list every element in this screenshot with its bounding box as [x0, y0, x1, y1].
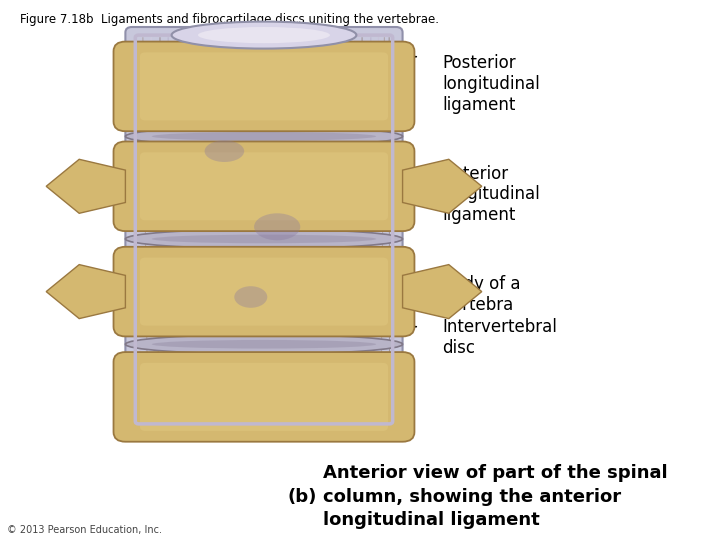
Text: Body of a
vertebra: Body of a vertebra — [442, 275, 521, 314]
Ellipse shape — [254, 213, 300, 240]
Text: (b): (b) — [287, 488, 317, 506]
FancyBboxPatch shape — [140, 52, 388, 120]
Ellipse shape — [125, 126, 402, 146]
Ellipse shape — [234, 286, 267, 308]
Text: Intervertebral
disc: Intervertebral disc — [442, 318, 557, 357]
Ellipse shape — [152, 132, 376, 140]
Text: Anterior view of part of the spinal
column, showing the anterior
longitudinal li: Anterior view of part of the spinal colu… — [323, 464, 668, 529]
Ellipse shape — [198, 27, 330, 43]
FancyBboxPatch shape — [140, 363, 388, 431]
FancyBboxPatch shape — [114, 42, 415, 131]
Text: Posterior
longitudinal
ligament: Posterior longitudinal ligament — [442, 54, 540, 113]
Ellipse shape — [171, 22, 356, 49]
Polygon shape — [402, 265, 482, 319]
Ellipse shape — [125, 334, 402, 354]
Polygon shape — [46, 265, 125, 319]
FancyBboxPatch shape — [140, 258, 388, 326]
FancyBboxPatch shape — [125, 27, 402, 432]
FancyBboxPatch shape — [140, 152, 388, 220]
Ellipse shape — [204, 140, 244, 162]
FancyBboxPatch shape — [114, 141, 415, 231]
Text: Anterior
longitudinal
ligament: Anterior longitudinal ligament — [442, 165, 540, 224]
FancyBboxPatch shape — [114, 247, 415, 336]
Text: Figure 7.18b  Ligaments and fibrocartilage discs uniting the vertebrae.: Figure 7.18b Ligaments and fibrocartilag… — [19, 14, 438, 26]
FancyBboxPatch shape — [114, 352, 415, 442]
Ellipse shape — [152, 340, 376, 349]
Ellipse shape — [152, 234, 376, 243]
Polygon shape — [402, 159, 482, 213]
Text: © 2013 Pearson Education, Inc.: © 2013 Pearson Education, Inc. — [6, 524, 161, 535]
Polygon shape — [46, 159, 125, 213]
Ellipse shape — [125, 229, 402, 248]
